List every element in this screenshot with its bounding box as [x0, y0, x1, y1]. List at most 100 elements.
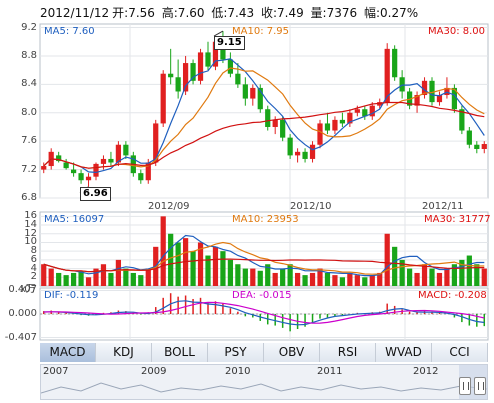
quote-open: 开:7.56: [112, 6, 155, 20]
candle-body: [227, 59, 234, 74]
candle-body: [444, 87, 450, 96]
timeline-year-2010: 2010: [225, 366, 251, 377]
candle-body: [190, 63, 196, 81]
volume-bar: [257, 270, 263, 286]
candle-body: [302, 151, 308, 159]
volume-bar: [384, 233, 390, 286]
volume-bar: [421, 264, 428, 286]
volume-bar: [130, 272, 136, 286]
volume-tick-label: 14: [24, 219, 37, 231]
volume-tick-label: 10: [24, 236, 37, 248]
price-ma30-line: [43, 101, 485, 169]
volume-bar: [250, 268, 256, 286]
volume-bar: [287, 264, 293, 286]
quote-amplitude: 幅:0.27%: [363, 6, 419, 20]
candle-body: [41, 166, 47, 170]
volume-bar: [347, 272, 353, 286]
tab-obv[interactable]: OBV: [264, 343, 320, 362]
price-tick-label: 9.2: [21, 21, 37, 33]
volume-bar: [466, 255, 472, 286]
quote-high: 高:7.60: [161, 6, 205, 20]
candle-body: [168, 73, 174, 78]
candle-body: [399, 77, 405, 92]
volume-bar: [406, 268, 413, 286]
volume-bar: [339, 277, 346, 286]
timeline-left-handle[interactable]: [459, 377, 471, 395]
volume-bar: [399, 259, 405, 286]
volume-bar: [414, 272, 420, 286]
tab-wvad[interactable]: WVAD: [376, 343, 432, 362]
volume-bar: [190, 251, 196, 286]
candle-body: [392, 48, 398, 78]
candle-body: [481, 144, 487, 149]
volume-bar: [227, 259, 234, 286]
candle-body: [369, 105, 375, 117]
volume-bar: [265, 264, 271, 286]
quote-close: 收:7.49: [260, 6, 304, 20]
volume-bar: [123, 268, 129, 286]
candle-body: [250, 87, 256, 99]
candle-body: [235, 73, 241, 85]
volume-bar: [309, 272, 316, 286]
tab-psy[interactable]: PSY: [208, 343, 264, 362]
volume-bar: [436, 272, 443, 286]
candle-body: [317, 123, 323, 145]
candle-body: [272, 119, 278, 127]
macd-value-label: MACD: -0.208: [418, 290, 487, 301]
volume-bar: [451, 264, 458, 286]
volume-bar: [481, 268, 487, 286]
price-tick-label: 7.2: [21, 163, 37, 175]
volume-bar: [392, 246, 398, 286]
timeline-right-handle[interactable]: [474, 377, 486, 395]
candle-body: [347, 112, 353, 124]
candle-body: [212, 41, 219, 67]
macd-tick-label: 0.407: [8, 284, 37, 296]
volume-bar: [332, 275, 338, 286]
high-price-tag: 9.15: [214, 36, 245, 50]
candle-body: [459, 109, 465, 131]
tab-boll[interactable]: BOLL: [152, 343, 208, 362]
volume-bar: [175, 242, 181, 286]
candle-body: [339, 119, 346, 124]
volume-bar: [280, 268, 286, 286]
volume-bar: [302, 275, 308, 286]
candle-body: [474, 144, 480, 149]
macd-dea-label: DEA: -0.015: [232, 290, 292, 301]
x-label-oct: 2012/10: [290, 201, 332, 212]
volume-bar: [459, 259, 465, 286]
candle-body: [100, 158, 107, 164]
volume-bar: [242, 268, 248, 286]
candle-body: [466, 130, 472, 145]
volume-bar: [56, 272, 62, 286]
volume-ma5-line: [43, 234, 485, 277]
candle-body: [324, 123, 331, 131]
volume-bar: [93, 268, 99, 286]
volume-tick-label: 4: [30, 262, 37, 274]
timeline-year-2011: 2011: [317, 366, 343, 377]
tab-macd[interactable]: MACD: [40, 343, 96, 362]
tab-rsi[interactable]: RSI: [320, 343, 376, 362]
volume-bar: [294, 272, 301, 286]
volume-bar: [324, 272, 331, 286]
volume-tick-label: 8: [30, 245, 37, 257]
volume-tick-label: 2: [30, 271, 37, 283]
candle-body: [138, 173, 144, 181]
candle-body: [257, 87, 263, 110]
price-ma5-line: [43, 58, 485, 174]
volume-bar: [168, 233, 174, 286]
timeline-year-2007: 2007: [43, 366, 69, 377]
candle-body: [115, 144, 122, 163]
candle-body: [332, 119, 338, 131]
tab-cci[interactable]: CCI: [432, 343, 488, 362]
timeline-year-2012: 2012: [413, 366, 439, 377]
quote-low: 低:7.43: [211, 6, 255, 20]
volume-bar: [160, 216, 166, 286]
macd-dea-line: [43, 301, 485, 324]
macd-dif-label: DIF: -0.119: [44, 290, 99, 301]
candle-body: [294, 151, 301, 156]
tab-kdj[interactable]: KDJ: [96, 343, 152, 362]
timeline-navigator[interactable]: 2007 2009 2010 2011 2012: [40, 364, 488, 400]
high-tag-pointer: [213, 30, 224, 37]
candle-body: [429, 80, 435, 103]
